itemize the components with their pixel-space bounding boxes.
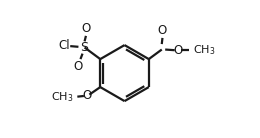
Text: S: S [81,41,89,54]
Text: CH$_3$: CH$_3$ [51,90,73,104]
Text: O: O [81,22,90,35]
Text: O: O [83,89,92,103]
Text: O: O [73,60,82,73]
Text: O: O [173,44,183,57]
Text: CH$_3$: CH$_3$ [193,43,216,57]
Text: Cl: Cl [58,39,70,52]
Text: O: O [158,24,167,37]
